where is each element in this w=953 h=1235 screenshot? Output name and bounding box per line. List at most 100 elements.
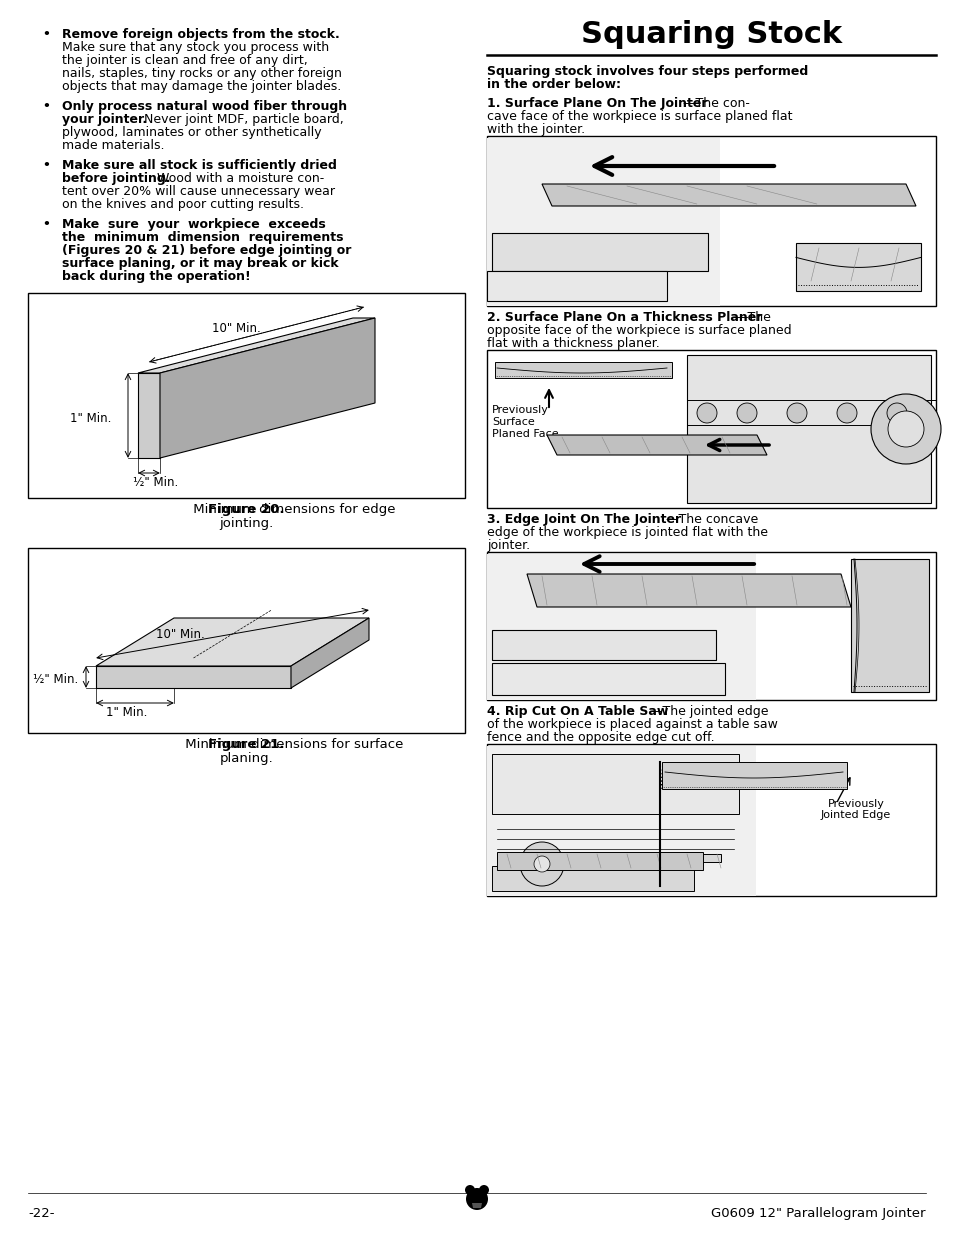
Text: before jointing.: before jointing. [62, 172, 171, 185]
Text: Make sure all stock is sufficiently dried: Make sure all stock is sufficiently drie… [62, 159, 336, 172]
Text: •: • [42, 159, 50, 172]
Polygon shape [138, 373, 160, 458]
Text: 4. Rip Cut On A Table Saw: 4. Rip Cut On A Table Saw [486, 705, 668, 718]
Text: Squaring stock involves four steps performed: Squaring stock involves four steps perfo… [486, 65, 807, 78]
Bar [850, 559, 928, 692]
Polygon shape [497, 852, 701, 869]
Text: 10" Min.: 10" Min. [156, 629, 205, 641]
Text: flat with a thickness planer.: flat with a thickness planer. [486, 337, 659, 350]
Circle shape [465, 1188, 488, 1210]
Text: 10" Min.: 10" Min. [212, 322, 260, 336]
Text: Make sure that any stock you process with: Make sure that any stock you process wit… [62, 41, 329, 54]
Circle shape [887, 411, 923, 447]
Polygon shape [96, 618, 369, 666]
Text: Minimum dimensions for edge: Minimum dimensions for edge [189, 503, 395, 516]
Text: Jointed Edge: Jointed Edge [820, 810, 890, 820]
Circle shape [534, 856, 550, 872]
Bar [486, 138, 720, 306]
Text: cave face of the workpiece is surface planed flat: cave face of the workpiece is surface pl… [486, 110, 792, 124]
Text: your jointer.: your jointer. [62, 112, 147, 126]
Polygon shape [495, 362, 671, 378]
Text: back during the operation!: back during the operation! [62, 270, 251, 283]
Text: Previously: Previously [492, 405, 548, 415]
Text: —The: —The [734, 311, 770, 324]
Circle shape [697, 403, 717, 424]
Bar [686, 354, 930, 503]
Text: in the order below:: in the order below: [486, 78, 620, 91]
Text: Minimum dimensions for surface: Minimum dimensions for surface [181, 739, 403, 751]
Polygon shape [96, 666, 291, 688]
Polygon shape [526, 574, 850, 606]
Text: Never joint MDF, particle board,: Never joint MDF, particle board, [140, 112, 343, 126]
Bar [492, 866, 694, 890]
Text: G0609 12" Parallelogram Jointer: G0609 12" Parallelogram Jointer [711, 1207, 925, 1220]
Bar [486, 552, 935, 700]
Text: with the jointer.: with the jointer. [486, 124, 584, 136]
Bar [486, 350, 935, 508]
Text: (Figures 20 & 21) before edge jointing or: (Figures 20 & 21) before edge jointing o… [62, 245, 351, 257]
Circle shape [519, 842, 563, 885]
Bar [497, 853, 720, 862]
Text: •: • [42, 100, 50, 112]
Circle shape [870, 394, 940, 464]
Text: ½" Min.: ½" Min. [132, 475, 178, 489]
Circle shape [478, 1186, 489, 1195]
Text: Figure 20.: Figure 20. [208, 503, 284, 516]
Bar [492, 755, 739, 814]
Bar [492, 233, 707, 270]
Circle shape [836, 403, 856, 424]
Text: on the knives and poor cutting results.: on the knives and poor cutting results. [62, 198, 304, 211]
Text: —The concave: —The concave [665, 513, 758, 526]
Text: Make  sure  your  workpiece  exceeds: Make sure your workpiece exceeds [62, 219, 325, 231]
Bar [795, 243, 920, 291]
Bar [486, 136, 935, 306]
Circle shape [886, 403, 906, 424]
Text: nails, staples, tiny rocks or any other foreign: nails, staples, tiny rocks or any other … [62, 67, 341, 80]
Text: —The con-: —The con- [682, 98, 749, 110]
Bar [28, 293, 464, 498]
Text: •: • [42, 28, 50, 41]
Text: 2. Surface Plane On a Thickness Planer: 2. Surface Plane On a Thickness Planer [486, 311, 761, 324]
Polygon shape [291, 618, 369, 688]
Bar [492, 630, 716, 659]
Text: •: • [42, 219, 50, 231]
Text: 1" Min.: 1" Min. [70, 411, 112, 425]
Text: the jointer is clean and free of any dirt,: the jointer is clean and free of any dir… [62, 54, 308, 67]
Circle shape [464, 1186, 475, 1195]
Text: ½" Min.: ½" Min. [33, 673, 78, 685]
Text: Previously: Previously [826, 799, 883, 809]
Text: opposite face of the workpiece is surface planed: opposite face of the workpiece is surfac… [486, 324, 791, 337]
Text: surface planing, or it may break or kick: surface planing, or it may break or kick [62, 257, 338, 270]
Text: Figure 21.: Figure 21. [208, 739, 284, 751]
Polygon shape [160, 317, 375, 458]
Text: 1. Surface Plane On The Jointer: 1. Surface Plane On The Jointer [486, 98, 707, 110]
Text: edge of the workpiece is jointed flat with the: edge of the workpiece is jointed flat wi… [486, 526, 767, 538]
Text: —The jointed edge: —The jointed edge [649, 705, 768, 718]
Text: 3. Edge Joint On The Jointer: 3. Edge Joint On The Jointer [486, 513, 680, 526]
Circle shape [737, 403, 757, 424]
Polygon shape [472, 1203, 481, 1208]
Bar [486, 270, 666, 301]
Bar [486, 555, 756, 700]
Text: made materials.: made materials. [62, 140, 164, 152]
Text: Surface: Surface [492, 417, 535, 427]
Text: Wood with a moisture con-: Wood with a moisture con- [152, 172, 324, 185]
Text: jointer.: jointer. [486, 538, 530, 552]
Text: Squaring Stock: Squaring Stock [580, 20, 841, 49]
Polygon shape [541, 184, 915, 206]
Text: Planed Face: Planed Face [492, 429, 558, 438]
Bar [486, 746, 756, 897]
Polygon shape [138, 317, 375, 373]
Text: plywood, laminates or other synthetically: plywood, laminates or other syntheticall… [62, 126, 321, 140]
Text: planing.: planing. [219, 752, 274, 764]
Circle shape [786, 403, 806, 424]
Text: tent over 20% will cause unnecessary wear: tent over 20% will cause unnecessary wea… [62, 185, 335, 198]
Text: objects that may damage the jointer blades.: objects that may damage the jointer blad… [62, 80, 341, 93]
Bar [486, 743, 935, 897]
Text: Remove foreign objects from the stock.: Remove foreign objects from the stock. [62, 28, 339, 41]
Text: 1" Min.: 1" Min. [106, 706, 147, 719]
Bar [492, 663, 724, 695]
Text: fence and the opposite edge cut off.: fence and the opposite edge cut off. [486, 731, 714, 743]
Polygon shape [661, 762, 846, 789]
Text: jointing.: jointing. [219, 517, 274, 530]
